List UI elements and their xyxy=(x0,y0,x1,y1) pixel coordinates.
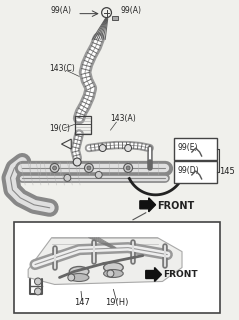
Circle shape xyxy=(85,164,93,172)
Text: 143(A): 143(A) xyxy=(110,114,136,123)
Bar xyxy=(174,138,217,160)
Text: 145: 145 xyxy=(219,167,235,176)
Text: 147: 147 xyxy=(74,298,90,307)
Bar xyxy=(75,116,91,134)
Circle shape xyxy=(125,145,131,152)
Text: 99(E): 99(E) xyxy=(177,143,198,152)
Polygon shape xyxy=(140,198,156,212)
Circle shape xyxy=(64,174,71,181)
Circle shape xyxy=(95,172,102,179)
Polygon shape xyxy=(28,238,182,284)
Circle shape xyxy=(87,166,91,170)
Circle shape xyxy=(68,274,75,281)
Circle shape xyxy=(124,164,133,172)
Text: 19(C): 19(C) xyxy=(50,124,71,132)
Bar xyxy=(14,222,220,313)
Ellipse shape xyxy=(104,269,123,277)
Text: 99(A): 99(A) xyxy=(50,6,71,15)
Ellipse shape xyxy=(104,262,123,273)
Text: 19(H): 19(H) xyxy=(105,298,128,307)
Circle shape xyxy=(107,270,114,277)
Circle shape xyxy=(53,166,57,170)
Polygon shape xyxy=(146,268,161,282)
Text: 143(C): 143(C) xyxy=(50,64,76,73)
Text: 99(D): 99(D) xyxy=(177,166,199,175)
Circle shape xyxy=(126,166,130,170)
Circle shape xyxy=(34,278,41,285)
Text: 99(A): 99(A) xyxy=(120,6,141,15)
Circle shape xyxy=(73,158,81,166)
Circle shape xyxy=(34,288,41,295)
Bar xyxy=(112,16,118,20)
Ellipse shape xyxy=(69,274,89,282)
Text: FRONT: FRONT xyxy=(163,270,198,279)
Bar xyxy=(174,161,217,183)
Ellipse shape xyxy=(69,267,89,276)
Circle shape xyxy=(50,164,59,172)
Circle shape xyxy=(99,145,106,152)
Text: FRONT: FRONT xyxy=(158,201,195,211)
